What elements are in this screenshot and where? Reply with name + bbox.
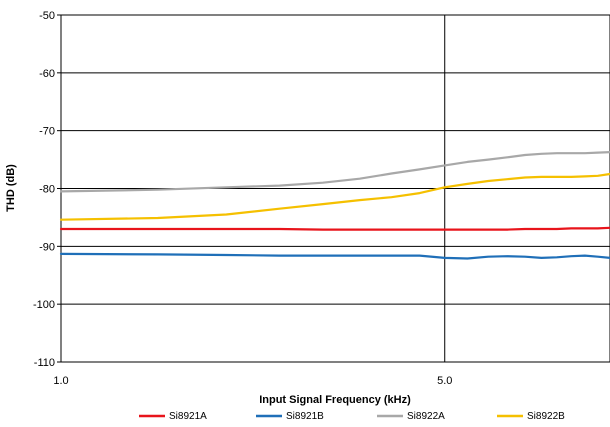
legend-item-si8921b: Si8921B xyxy=(256,411,324,422)
plot-area xyxy=(60,14,610,363)
x-axis-title: Input Signal Frequency (kHz) xyxy=(259,394,411,406)
legend-item-si8921a: Si8921A xyxy=(139,411,207,422)
legend: Si8921A Si8921B Si8922A Si8922B xyxy=(139,411,565,422)
series-line-si8921b xyxy=(59,252,610,260)
legend-item-si8922b: Si8922B xyxy=(497,411,565,422)
y-axis-title: THD (dB) xyxy=(5,164,17,212)
y-tick-label: -70 xyxy=(39,126,55,138)
legend-label: Si8922B xyxy=(527,411,565,422)
legend-label: Si8921A xyxy=(169,411,207,422)
legend-label: Si8922A xyxy=(407,411,445,422)
y-tick-label: -60 xyxy=(39,68,55,80)
y-tick-label: -90 xyxy=(39,241,55,253)
tick-labels: -50 -60 -70 -80 -90 -100 -110 1.0 5.0 xyxy=(33,10,452,387)
series-line-si8922b xyxy=(59,172,610,221)
series-line-si8922a xyxy=(59,151,610,193)
x-tick-label: 5.0 xyxy=(437,375,452,387)
series-lines xyxy=(59,151,610,260)
series-line-si8921a xyxy=(59,226,610,231)
legend-item-si8922a: Si8922A xyxy=(377,411,445,422)
grid-lines xyxy=(57,14,610,363)
y-tick-label: -110 xyxy=(34,357,55,369)
legend-label: Si8921B xyxy=(286,411,324,422)
y-tick-label: -50 xyxy=(39,10,55,22)
y-tick-label: -80 xyxy=(39,184,55,196)
y-tick-label: -100 xyxy=(33,299,55,311)
x-tick-label: 1.0 xyxy=(53,375,68,387)
